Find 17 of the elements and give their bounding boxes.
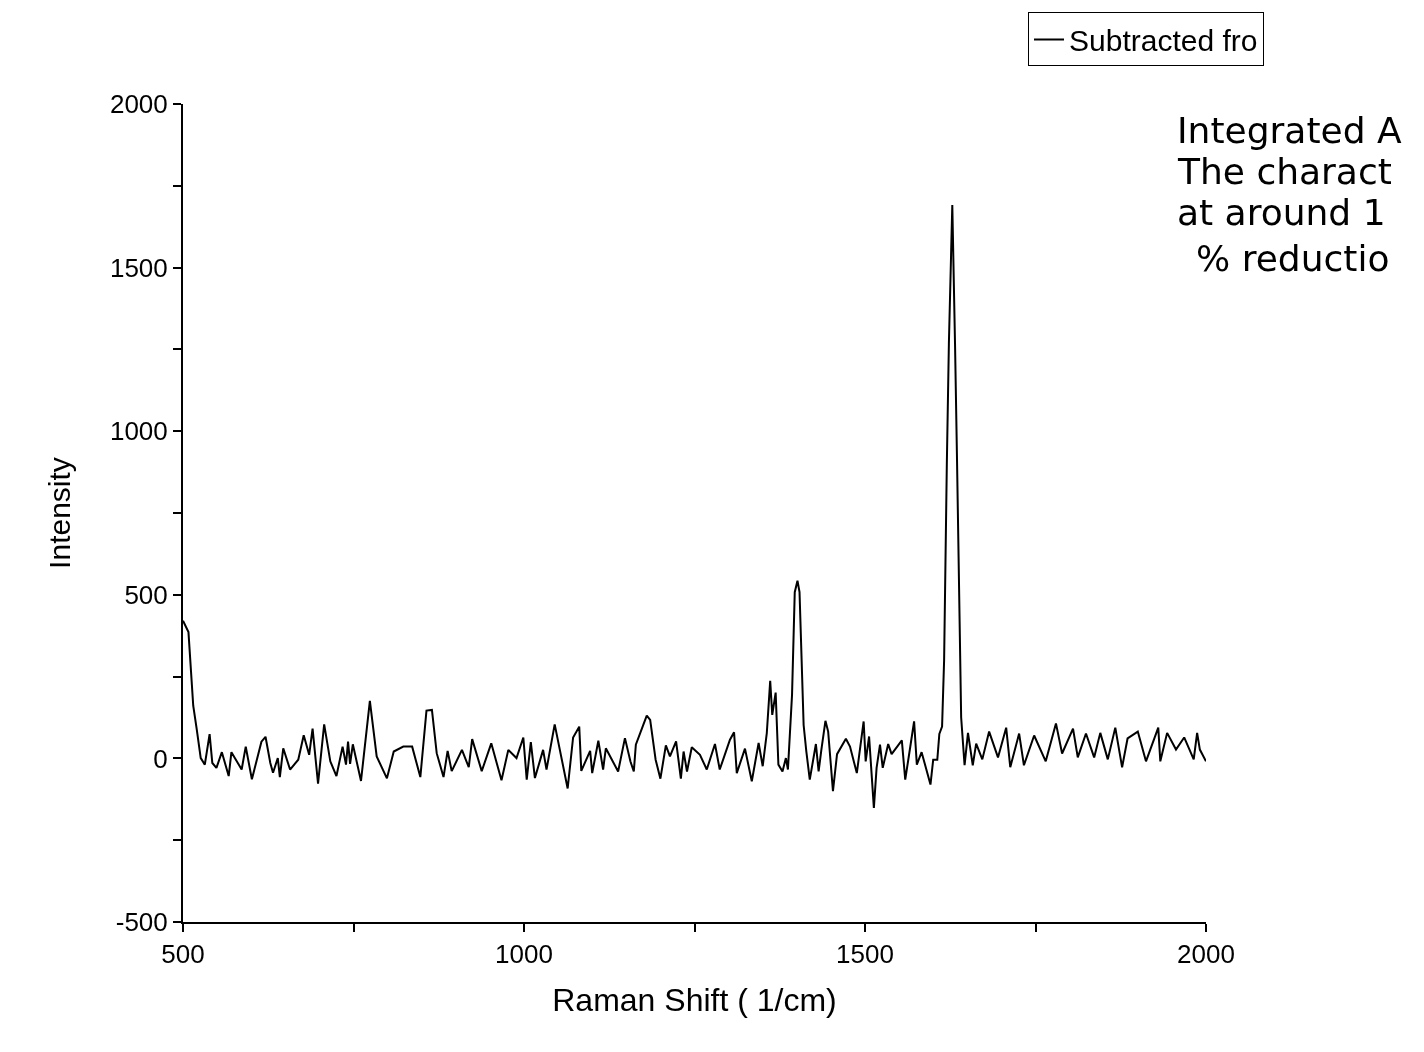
legend-label: Subtracted fro xyxy=(1069,24,1258,58)
annotation: % reductio xyxy=(1196,238,1390,279)
x-axis-title: Raman Shift ( 1/cm) xyxy=(552,981,837,1018)
x-tick-label: 500 xyxy=(161,939,205,970)
annotation: The charact xyxy=(1177,151,1392,192)
y-tick-label: 1000 xyxy=(109,416,168,447)
y-tick-label: 2000 xyxy=(109,89,168,120)
y-tick-label: 1500 xyxy=(109,252,168,283)
y-tick-label: 0 xyxy=(153,743,168,774)
x-tick-label: 1500 xyxy=(836,939,894,970)
y-tick-label: -500 xyxy=(115,907,168,938)
x-tick-label: 2000 xyxy=(1177,939,1235,970)
annotation: Integrated A xyxy=(1177,110,1402,151)
x-tick-label: 1000 xyxy=(495,939,553,970)
annotation: at around 1 xyxy=(1177,192,1386,233)
y-tick-label: 500 xyxy=(124,579,168,610)
y-axis-title: Intensity xyxy=(43,457,77,569)
